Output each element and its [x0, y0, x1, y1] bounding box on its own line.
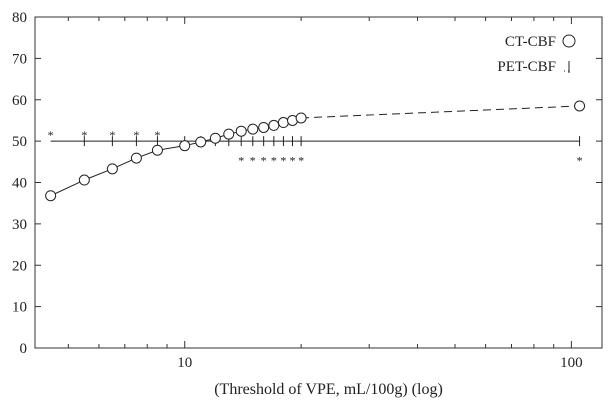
- ct-cbf-dashed-segment: [301, 105, 580, 119]
- significance-asterisk: *: [577, 154, 583, 168]
- ct-cbf-segment: [50, 179, 85, 197]
- ct-cbf-point: [258, 121, 270, 133]
- significance-asterisk: *: [154, 128, 160, 142]
- legend-label-pet-cbf: PET-CBF: [497, 59, 556, 75]
- x-tick-label: 100: [560, 355, 583, 371]
- legend-label-ct-cbf: CT-CBF: [505, 34, 556, 50]
- y-tick-label: 40: [12, 176, 27, 192]
- significance-asterisk: *: [133, 128, 139, 142]
- y-tick-label: 80: [12, 10, 27, 26]
- ct-cbf-point: [247, 123, 259, 135]
- y-tick-label: 10: [12, 300, 27, 316]
- significance-asterisk: *: [81, 128, 87, 142]
- y-tick-label: 70: [12, 51, 27, 67]
- ct-cbf-point: [209, 132, 221, 144]
- significance-asterisk: *: [290, 154, 296, 168]
- ct-cbf-point: [106, 163, 118, 175]
- ct-cbf-point: [277, 117, 289, 129]
- ct-cbf-point: [130, 152, 142, 164]
- y-tick-label: 0: [20, 341, 28, 357]
- axis-ticks: 0 10 20 30 40 50 60 70 80 10 100: [12, 10, 602, 371]
- legend: CT-CBF PET-CBF: [497, 34, 576, 75]
- ct-cbf-point: [195, 136, 207, 148]
- significance-asterisk: *: [48, 128, 54, 142]
- ct-cbf-point: [45, 190, 57, 202]
- ct-cbf-point: [179, 140, 191, 152]
- y-tick-label: 30: [12, 217, 27, 233]
- y-tick-label: 50: [12, 134, 27, 150]
- x-axis-label: (Threshold of VPE, mL/100g) (log): [214, 381, 443, 398]
- significance-asterisk: *: [238, 154, 244, 168]
- x-tick-label: 10: [177, 355, 192, 371]
- ct-cbf-point: [151, 144, 163, 156]
- significance-asterisk: *: [109, 128, 115, 142]
- ct-cbf-point: [268, 119, 280, 131]
- significance-asterisk: *: [298, 154, 304, 168]
- legend-marker-ct-cbf: [562, 34, 576, 48]
- annotations-layer: * * * * ** * * * * * * *: [48, 128, 583, 168]
- ct-cbf-point: [78, 174, 90, 186]
- significance-asterisk: *: [280, 154, 286, 168]
- significance-asterisk: *: [261, 154, 267, 168]
- ct-cbf-point: [223, 128, 235, 140]
- y-tick-label: 60: [12, 93, 27, 109]
- y-tick-label: 20: [12, 258, 27, 274]
- significance-asterisk: *: [271, 154, 277, 168]
- series-layer: [45, 100, 586, 202]
- ct-cbf-point: [235, 125, 247, 137]
- significance-asterisk: *: [250, 154, 256, 168]
- ct-cbf-point: [574, 100, 586, 112]
- ct-cbf-point: [295, 112, 307, 124]
